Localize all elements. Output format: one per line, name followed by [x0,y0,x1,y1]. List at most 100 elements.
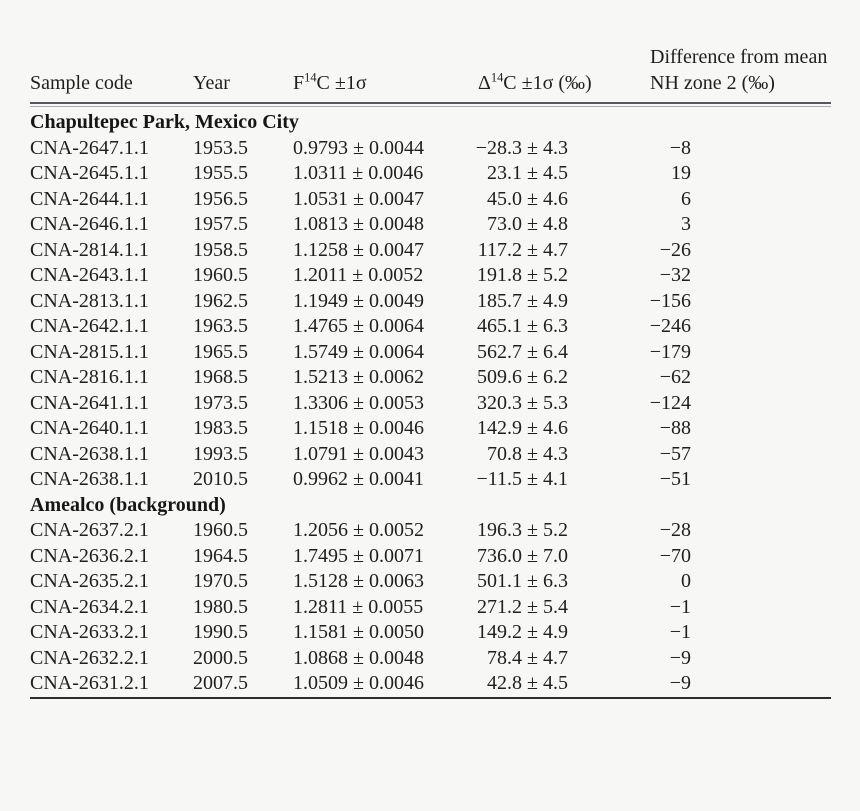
cell-sample: CNA-2638.1.1 [30,468,149,490]
cell-d14c: 185.7 ± 4.9 [477,289,568,312]
cell-d14c: 465.1 ± 6.3 [477,315,568,337]
cell-diff: −179 [649,340,691,363]
section-header: Amealco (background) [30,493,226,516]
table-row: CNA-2634.2.1 1980.5 1.2811 ± 0.0055 271.2 ±… [30,595,831,621]
cell-sample: CNA-2644.1.1 [30,187,149,210]
cell-year: 1962.5 [193,289,248,312]
difference-header-line2: NH zone 2 (‰) [650,72,775,94]
cell-diff: −51 [659,468,691,490]
cell-f14c: 1.0813 ± 0.0048 [293,213,424,235]
cell-f14c: 1.0791 ± 0.0043 [293,442,424,465]
cell-f14c: 1.1581 ± 0.0050 [293,621,424,643]
table-row: CNA-2638.1.1 2010.5 0.9962 ± 0.0041 −11.5 ±… [30,467,831,493]
cell-sample: CNA-2643.1.1 [30,264,149,286]
cell-diff: 19 [671,162,691,184]
cell-f14c: 1.2011 ± 0.0052 [293,264,424,286]
cell-d14c: 196.3 ± 5.2 [477,519,568,541]
cell-diff: −62 [659,366,691,388]
cell-sample: CNA-2647.1.1 [30,136,149,159]
col-header-year: Year [193,72,230,94]
f14c-prefix: F [293,72,305,94]
delta14c-superscript: 14 [490,70,504,85]
cell-f14c: 1.1258 ± 0.0047 [293,238,424,261]
cell-year: 1980.5 [193,595,248,618]
col-header-delta14c: Δ14C ±1σ (‰) [478,70,592,96]
cell-sample: CNA-2637.2.1 [30,519,149,541]
table-row: CNA-2633.2.1 1990.5 1.1581 ± 0.0050 149.2 ±… [30,620,831,646]
cell-d14c: 736.0 ± 7.0 [477,544,568,567]
cell-year: 1960.5 [193,264,248,286]
cell-f14c: 1.5749 ± 0.0064 [293,340,424,363]
delta14c-suffix: C ±1σ (‰) [503,72,592,94]
cell-sample: CNA-2816.1.1 [30,366,149,388]
bottom-rule [30,696,831,699]
cell-d14c: 320.3 ± 5.3 [477,391,568,414]
cell-diff: −8 [669,136,691,159]
cell-f14c: 1.0509 ± 0.0046 [293,672,424,694]
cell-year: 1964.5 [193,544,248,567]
table-row: CNA-2643.1.1 1960.5 1.2011 ± 0.0052 191.8 ±… [30,263,831,289]
table-row: CNA-2638.1.1 1993.5 1.0791 ± 0.0043 70.8 ± … [30,442,831,468]
cell-sample: CNA-2641.1.1 [30,391,149,414]
table-body: Chapultepec Park, Mexico City CNA-2647.1.… [30,107,831,697]
cell-diff: −57 [659,442,691,465]
cell-d14c: 191.8 ± 5.2 [477,264,568,286]
cell-sample: CNA-2645.1.1 [30,162,149,184]
cell-sample: CNA-2633.2.1 [30,621,149,643]
cell-f14c: 1.4765 ± 0.0064 [293,315,424,337]
cell-sample: CNA-2634.2.1 [30,595,149,618]
table-row: CNA-2646.1.1 1957.5 1.0813 ± 0.0048 73.0 ± … [30,212,831,238]
cell-year: 1960.5 [193,519,248,541]
table-row: CNA-2644.1.1 1956.5 1.0531 ± 0.0047 45.0 ± … [30,187,831,213]
cell-diff: 6 [681,187,691,210]
cell-d14c: −28.3 ± 4.3 [475,136,568,159]
cell-diff: −124 [649,391,691,414]
table-row: CNA-2815.1.1 1965.5 1.5749 ± 0.0064 562.7 ±… [30,340,831,366]
table-row: CNA-2632.2.1 2000.5 1.0868 ± 0.0048 78.4 ± … [30,646,831,672]
f14c-superscript: 14 [304,70,317,85]
cell-f14c: 1.0868 ± 0.0048 [293,646,424,669]
table-row: CNA-2813.1.1 1962.5 1.1949 ± 0.0049 185.7 ±… [30,289,831,315]
cell-f14c: 1.1518 ± 0.0046 [293,417,424,439]
cell-year: 1968.5 [193,366,248,388]
cell-year: 1983.5 [193,417,248,439]
cell-year: 1970.5 [193,570,248,592]
cell-year: 1990.5 [193,621,248,643]
table-row: CNA-2635.2.1 1970.5 1.5128 ± 0.0063 501.1 ±… [30,569,831,595]
cell-d14c: 73.0 ± 4.8 [487,213,568,235]
cell-d14c: 271.2 ± 5.4 [477,595,568,618]
cell-f14c: 1.0531 ± 0.0047 [293,187,424,210]
col-header-f14c: F14C ±1σ [293,70,367,96]
cell-sample: CNA-2632.2.1 [30,646,149,669]
table-row: CNA-2641.1.1 1973.5 1.3306 ± 0.0053 320.3 ±… [30,391,831,417]
cell-d14c: 45.0 ± 4.6 [487,187,568,210]
cell-d14c: 509.6 ± 6.2 [477,366,568,388]
delta14c-prefix: Δ [478,72,491,94]
cell-year: 1965.5 [193,340,248,363]
cell-year: 2000.5 [193,646,248,669]
section-header: Chapultepec Park, Mexico City [30,111,299,133]
cell-f14c: 1.7495 ± 0.0071 [293,544,424,567]
header-rule [30,102,831,107]
cell-d14c: 117.2 ± 4.7 [477,238,568,261]
cell-d14c: 142.9 ± 4.6 [477,417,568,439]
cell-diff: −156 [649,289,691,312]
cell-sample: CNA-2635.2.1 [30,570,149,592]
cell-f14c: 0.9793 ± 0.0044 [293,136,424,159]
cell-f14c: 1.2056 ± 0.0052 [293,519,424,541]
cell-diff: −246 [649,315,691,337]
cell-sample: CNA-2640.1.1 [30,417,149,439]
cell-sample: CNA-2638.1.1 [30,442,149,465]
cell-year: 1958.5 [193,238,248,261]
cell-year: 1963.5 [193,315,248,337]
cell-d14c: 23.1 ± 4.5 [487,162,568,184]
cell-diff: −1 [669,621,691,643]
cell-diff: 3 [681,213,691,235]
cell-diff: −26 [659,238,691,261]
cell-f14c: 1.5213 ± 0.0062 [293,366,424,388]
cell-year: 1957.5 [193,213,248,235]
cell-year: 1953.5 [193,136,248,159]
col-header-sample-code: Sample code [30,72,133,94]
table-row: CNA-2640.1.1 1983.5 1.1518 ± 0.0046 142.9 ±… [30,416,831,442]
cell-diff: −9 [669,672,691,694]
